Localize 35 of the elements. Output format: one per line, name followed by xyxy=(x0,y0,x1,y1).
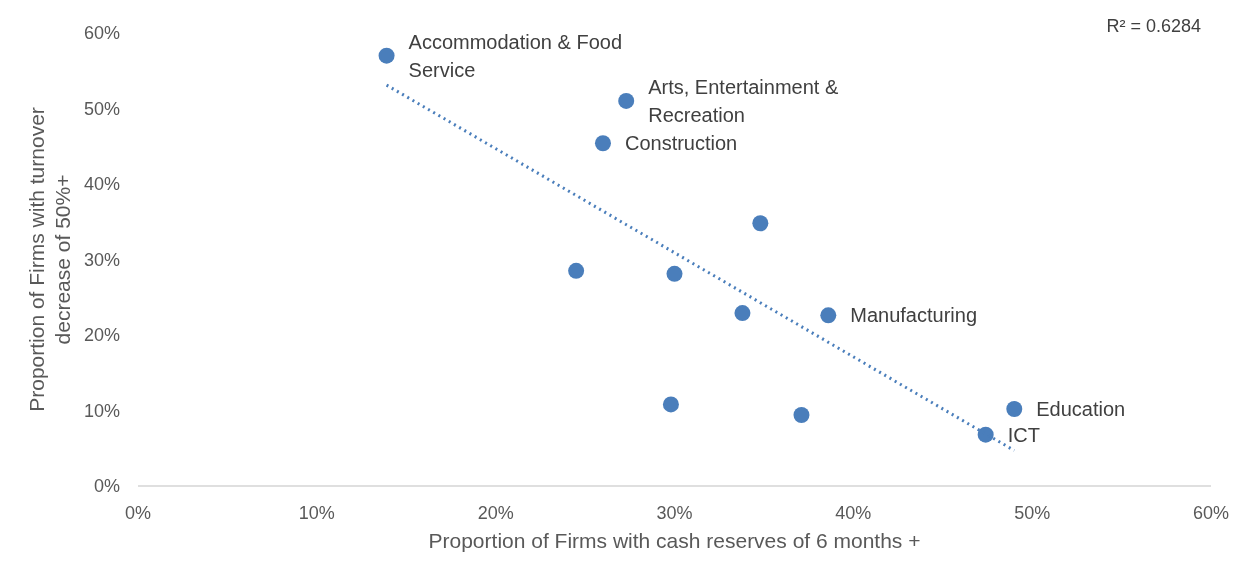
point xyxy=(752,215,769,232)
x-tick-label: 50% xyxy=(1014,502,1051,523)
annotation: Accommodation & Food Service xyxy=(408,30,623,81)
x-tick-label: 30% xyxy=(656,502,693,523)
y-tick-label: 50% xyxy=(83,98,120,119)
x-tick-label: 60% xyxy=(1192,502,1230,523)
point xyxy=(594,135,611,152)
y-tick-label: 0% xyxy=(93,476,120,497)
x-axis-title: Proportion of Firms with cash reserves of 6 months + xyxy=(428,529,921,552)
annotation: Arts, Entertainment & Recreation xyxy=(648,75,839,126)
point xyxy=(1006,400,1023,417)
x-tick-label: 20% xyxy=(477,502,514,523)
y-tick-label: 60% xyxy=(83,23,120,44)
y-tick-label: 40% xyxy=(83,174,120,195)
point xyxy=(977,426,994,443)
y-tick-label: 10% xyxy=(83,400,120,421)
annotation: R² = 0.6284 xyxy=(1106,16,1201,37)
point xyxy=(666,265,683,282)
point xyxy=(820,307,837,324)
point xyxy=(662,396,679,413)
y-tick-label: 20% xyxy=(83,325,120,346)
y-tick-label: 30% xyxy=(83,249,120,270)
x-tick-label: 0% xyxy=(124,502,152,523)
point xyxy=(378,47,395,64)
annotation: Education xyxy=(1036,397,1126,420)
annotation: ICT xyxy=(1007,423,1040,446)
point xyxy=(618,92,635,109)
point xyxy=(793,407,810,424)
y-axis-title: Proportion of Firms with turnover decrease of 50%+ xyxy=(25,107,74,412)
x-tick-label: 10% xyxy=(298,502,335,523)
point xyxy=(734,305,751,322)
annotation: Construction xyxy=(624,132,738,155)
x-tick-label: 40% xyxy=(835,502,872,523)
point xyxy=(568,262,585,279)
annotation: Manufacturing xyxy=(850,304,978,327)
